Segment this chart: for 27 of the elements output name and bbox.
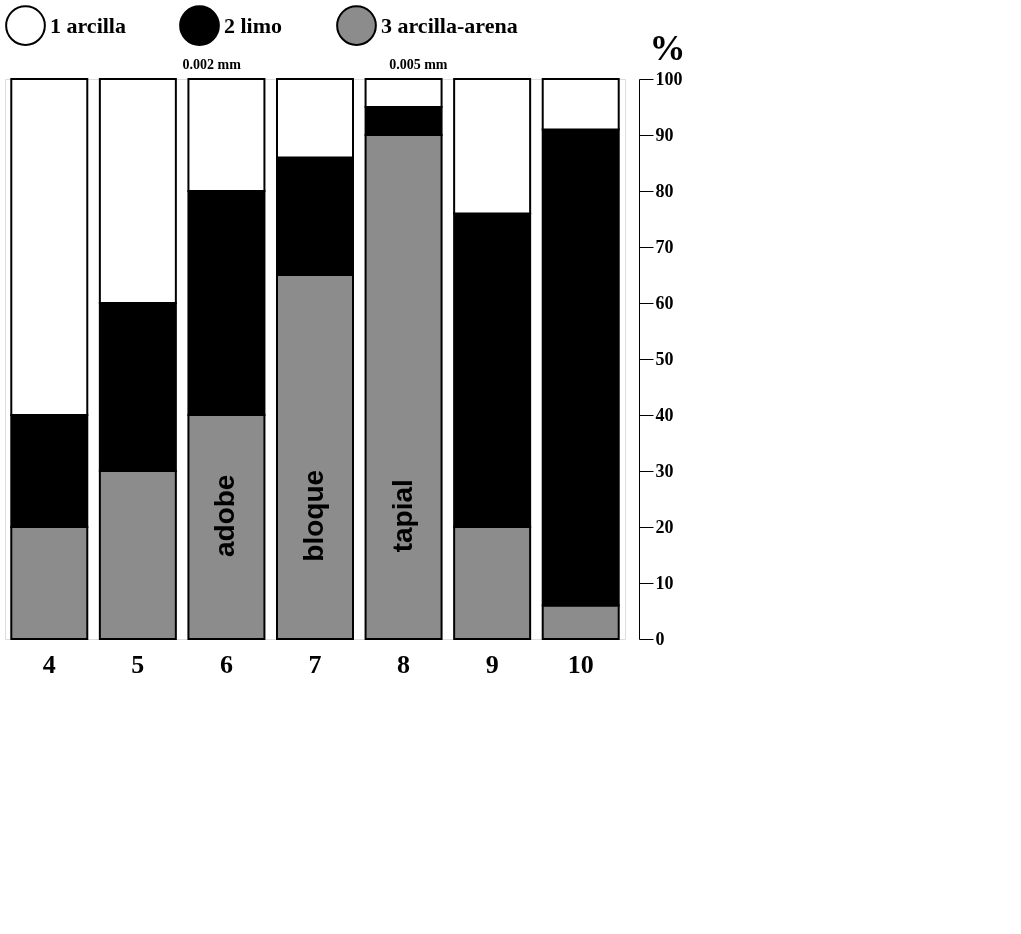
y-tick-label: 20 (655, 516, 674, 537)
y-tick-label: 60 (655, 292, 674, 313)
legend-label: 2 limo (224, 12, 283, 38)
y-tick-label: 80 (655, 180, 674, 201)
y-tick-label: 100 (655, 68, 683, 89)
x-tick-label: 4 (42, 649, 56, 679)
legend-label: 1 arcilla (50, 12, 126, 38)
y-tick-label: 40 (655, 404, 674, 425)
legend-label: 3 arcilla-arena (381, 12, 518, 38)
y-tick-label: 0 (655, 628, 665, 649)
x-tick-label: 5 (131, 649, 145, 679)
y-tick-label: 70 (655, 236, 674, 257)
y-tick-label: 10 (655, 572, 674, 593)
x-tick-label: 6 (219, 649, 233, 679)
y-tick-label: 50 (655, 348, 674, 369)
annotation: adobe (209, 474, 241, 558)
annotation: bloque (298, 469, 329, 562)
text: 0.005 mm (389, 57, 448, 72)
y-tick-label: 30 (655, 460, 674, 481)
y-axis-title: % (649, 27, 686, 68)
y-tick-label: 90 (655, 124, 674, 145)
annotation: tapial (386, 479, 418, 553)
x-tick-label: 8 (397, 649, 411, 679)
x-tick-label: 9 (485, 649, 499, 679)
x-tick-label: 10 (567, 649, 594, 679)
x-tick-label: 7 (308, 649, 322, 679)
text: 0.002 mm (182, 57, 242, 72)
